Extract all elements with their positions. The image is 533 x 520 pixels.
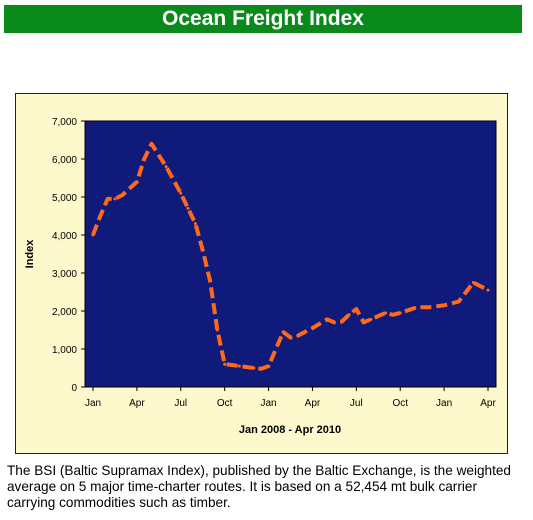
data-point bbox=[113, 197, 117, 201]
data-point bbox=[427, 305, 431, 309]
data-point bbox=[193, 222, 197, 226]
x-tick-label: Jan bbox=[260, 398, 276, 409]
data-point bbox=[223, 362, 227, 366]
data-point bbox=[237, 364, 241, 368]
data-point bbox=[332, 320, 336, 324]
data-point bbox=[457, 300, 461, 303]
data-point bbox=[142, 157, 146, 161]
data-point bbox=[369, 317, 373, 321]
data-point bbox=[201, 248, 205, 252]
data-point bbox=[347, 313, 351, 317]
data-point bbox=[179, 191, 183, 195]
x-tick-label: Jul bbox=[174, 398, 187, 409]
x-tick-label: Apr bbox=[305, 398, 321, 409]
x-axis-title: Jan 2008 - Apr 2010 bbox=[239, 424, 341, 436]
series-line bbox=[91, 141, 489, 371]
data-point bbox=[259, 367, 263, 371]
x-tick-label: Apr bbox=[129, 398, 145, 409]
data-point bbox=[252, 366, 256, 370]
x-tick-label: Oct bbox=[392, 398, 408, 409]
data-point bbox=[486, 288, 490, 292]
data-point bbox=[135, 180, 139, 184]
y-tick-label: 1,000 bbox=[52, 345, 77, 356]
x-tick-label: Apr bbox=[480, 398, 496, 409]
plot-area bbox=[84, 120, 497, 388]
y-tick-label: 7,000 bbox=[52, 117, 77, 128]
data-point bbox=[354, 307, 358, 311]
x-axis-ticks: Jan Apr Jul Oct Jan Apr Jul Oct Jan Apr bbox=[85, 387, 496, 409]
data-point bbox=[289, 336, 292, 340]
data-point bbox=[150, 142, 154, 146]
data-point bbox=[208, 279, 212, 283]
data-point bbox=[296, 334, 300, 338]
data-point bbox=[413, 306, 417, 310]
x-tick-label: Jan bbox=[436, 398, 452, 409]
data-point bbox=[120, 193, 124, 197]
data-point bbox=[303, 330, 307, 334]
page-title: Ocean Freight Index bbox=[4, 5, 522, 33]
data-point bbox=[325, 317, 329, 321]
data-point bbox=[471, 281, 475, 284]
y-tick-label: 2,000 bbox=[52, 307, 77, 318]
y-tick-label: 5,000 bbox=[52, 193, 77, 204]
data-point bbox=[340, 320, 344, 324]
data-point bbox=[106, 197, 110, 201]
data-point bbox=[98, 214, 102, 218]
data-point bbox=[267, 364, 271, 368]
data-point bbox=[442, 303, 446, 307]
y-tick-label: 6,000 bbox=[52, 155, 77, 166]
data-point bbox=[310, 326, 314, 330]
y-tick-label: 3,000 bbox=[52, 269, 77, 280]
data-point bbox=[420, 305, 424, 309]
data-point bbox=[164, 165, 168, 169]
y-axis-title: Index bbox=[24, 239, 36, 269]
data-point bbox=[281, 330, 285, 334]
data-point bbox=[479, 284, 483, 288]
series-points bbox=[91, 142, 490, 371]
x-tick-label: Jan bbox=[85, 398, 101, 409]
data-point bbox=[91, 233, 95, 237]
data-point bbox=[362, 320, 366, 324]
y-tick-label: 0 bbox=[71, 383, 77, 394]
x-tick-label: Jul bbox=[350, 398, 363, 409]
y-axis-ticks: 0 1,000 2,000 3,000 4,000 5,000 6,000 7,000 bbox=[52, 117, 85, 394]
data-point bbox=[186, 206, 190, 210]
chart-area: 0 1,000 2,000 3,000 4,000 5,000 6,000 7,000 Jan… bbox=[15, 93, 508, 454]
data-point bbox=[384, 311, 388, 315]
data-point bbox=[398, 311, 402, 315]
chart-caption: The BSI (Baltic Supramax Index), publish… bbox=[7, 463, 511, 510]
line-chart: 0 1,000 2,000 3,000 4,000 5,000 6,000 7,000 Jan… bbox=[24, 117, 497, 436]
data-point bbox=[391, 313, 395, 317]
data-point bbox=[215, 328, 219, 332]
data-point bbox=[230, 363, 234, 367]
y-tick-label: 4,000 bbox=[52, 231, 77, 242]
x-tick-label: Oct bbox=[217, 398, 233, 409]
